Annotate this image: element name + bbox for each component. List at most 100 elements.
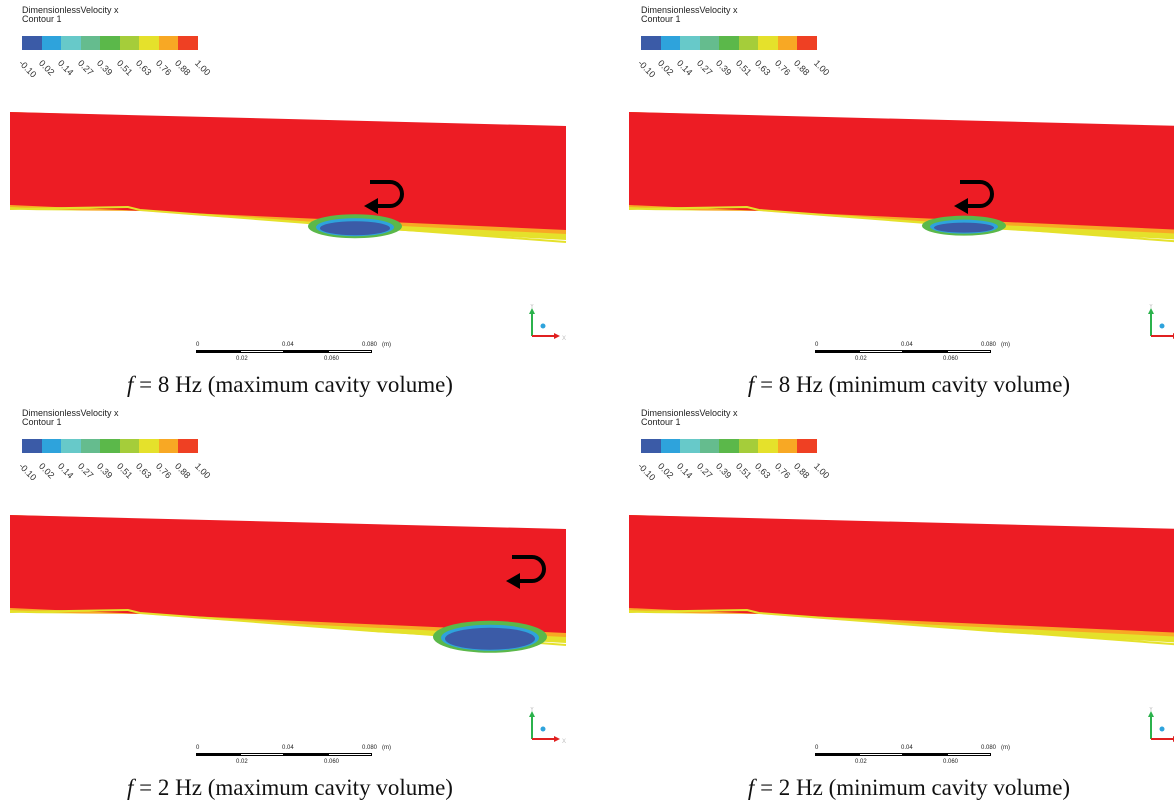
scale-bar-segment — [947, 753, 991, 756]
legend-subtitle: Contour 1 — [22, 14, 62, 24]
colorbar-swatch — [777, 36, 797, 50]
colorbar — [22, 439, 198, 453]
scale-bar-label: 0.080 — [362, 745, 378, 751]
wall-below — [629, 613, 1174, 651]
x-axis-label: X — [562, 739, 566, 745]
scale-bar-label: 0.02 — [855, 356, 867, 362]
arrow-head — [364, 198, 378, 214]
colorbar-swatch — [680, 439, 700, 453]
scale-bar-segment — [815, 753, 859, 756]
colorbar — [641, 439, 817, 453]
axis-triad-svg: Y X — [529, 304, 566, 342]
wall-below — [10, 210, 566, 248]
y-axis-head — [529, 308, 535, 314]
y-axis-label: Y — [1149, 304, 1153, 310]
cavity-core — [934, 222, 994, 233]
arrow-head — [954, 198, 968, 214]
y-axis-head — [1148, 308, 1154, 314]
legend-subtitle: Contour 1 — [641, 14, 681, 24]
scale-bar-label: 0.060 — [324, 356, 340, 362]
z-axis-dot — [540, 323, 546, 329]
panel-caption: f = 8 Hz (minimum cavity volume) — [629, 372, 1174, 398]
legend-title: DimensionlessVelocity x — [22, 408, 119, 418]
colorbar-swatch — [158, 36, 178, 50]
legend-title: DimensionlessVelocity x — [641, 408, 738, 418]
x-axis-label: X — [562, 336, 566, 342]
scale-bar-label: 0.04 — [901, 342, 913, 348]
colorbar-swatch — [139, 36, 159, 50]
colorbar-swatch — [699, 36, 719, 50]
cavity-core — [445, 627, 535, 650]
axis-triad-icon: Y X — [1145, 304, 1174, 344]
caption-text: = 2 Hz (maximum cavity volume) — [133, 775, 453, 800]
scale-bar-label: 0.04 — [901, 745, 913, 751]
flow-core — [629, 112, 1174, 230]
scale-bar-segment — [947, 350, 991, 353]
colorbar-swatch — [719, 439, 739, 453]
colorbar-swatch — [758, 439, 778, 453]
x-axis-head — [554, 333, 560, 339]
legend-subtitle: Contour 1 — [641, 417, 681, 427]
scale-bar-label: 0.04 — [282, 745, 294, 751]
y-axis-head — [1148, 711, 1154, 717]
return-arrow-icon — [954, 180, 994, 214]
caption-text: = 8 Hz (maximum cavity volume) — [133, 372, 453, 397]
scale-bar-segment — [328, 753, 372, 756]
cavity-core — [320, 221, 390, 236]
return-arrow-icon — [506, 555, 546, 589]
caption-text: = 8 Hz (minimum cavity volume) — [754, 372, 1071, 397]
colorbar-swatch — [738, 439, 758, 453]
panel-caption: f = 2 Hz (maximum cavity volume) — [10, 775, 570, 801]
scale-bar: 0 0.04 0.080 (m) 0.02 0.060 — [196, 342, 416, 372]
colorbar-swatch — [119, 36, 139, 50]
panel-caption: f = 8 Hz (maximum cavity volume) — [10, 372, 570, 398]
colorbar-swatch — [797, 439, 817, 453]
scale-bar-segment — [903, 350, 947, 353]
scale-bar-label: 0.04 — [282, 342, 294, 348]
y-axis-label: Y — [530, 707, 534, 713]
colorbar-swatch — [641, 439, 661, 453]
scale-bar-label: 0.080 — [981, 745, 997, 751]
scale-bar-segment — [196, 350, 240, 353]
scale-bar-label: 0.080 — [981, 342, 997, 348]
flow-core — [629, 515, 1174, 633]
colorbar-swatch — [758, 36, 778, 50]
arrow-curve — [370, 180, 404, 208]
colorbar — [641, 36, 817, 50]
colorbar-swatch — [178, 36, 198, 50]
flow-core — [10, 515, 566, 633]
caption-frequency-symbol: f — [127, 372, 134, 397]
colorbar-swatch — [719, 36, 739, 50]
colorbar-swatch — [119, 439, 139, 453]
velocity-contour-plot — [10, 515, 567, 653]
axis-triad-icon: Y X — [526, 304, 568, 344]
return-arrow-icon — [364, 180, 404, 214]
colorbar-swatch — [660, 36, 680, 50]
legend-title: DimensionlessVelocity x — [641, 5, 738, 15]
scale-bar-label: 0 — [196, 745, 200, 751]
scale-bar-label: 0.080 — [362, 342, 378, 348]
y-axis-head — [529, 711, 535, 717]
scale-bar: 0 0.04 0.080 (m) 0.02 0.060 — [815, 342, 1035, 372]
z-axis-dot — [540, 726, 546, 732]
axis-triad-icon: Y X — [1145, 707, 1174, 747]
scale-bar-label: (m) — [382, 342, 391, 348]
colorbar-swatch — [80, 439, 100, 453]
colorbar-swatch — [22, 36, 42, 50]
contour-panel-2: DimensionlessVelocity x Contour 1 -0.10 0… — [629, 5, 1174, 397]
contour-panel-1: DimensionlessVelocity x Contour 1 -0.10 0… — [10, 6, 570, 397]
colorbar-swatch — [680, 36, 700, 50]
lower-wall — [10, 608, 567, 646]
arrow-head — [506, 573, 520, 589]
colorbar-swatch — [41, 439, 61, 453]
scale-bar-segment — [328, 350, 372, 353]
scale-bar: 0 0.04 0.080 (m) 0.02 0.060 — [196, 745, 416, 775]
colorbar-swatch — [738, 36, 758, 50]
velocity-contour-plot — [10, 112, 567, 248]
z-axis-dot — [1159, 323, 1165, 329]
colorbar — [22, 36, 198, 50]
scale-bar-label: (m) — [1001, 745, 1010, 751]
scale-bar-label: 0 — [815, 745, 819, 751]
scale-bar-segment — [284, 753, 328, 756]
scale-bar-segment — [240, 753, 284, 756]
